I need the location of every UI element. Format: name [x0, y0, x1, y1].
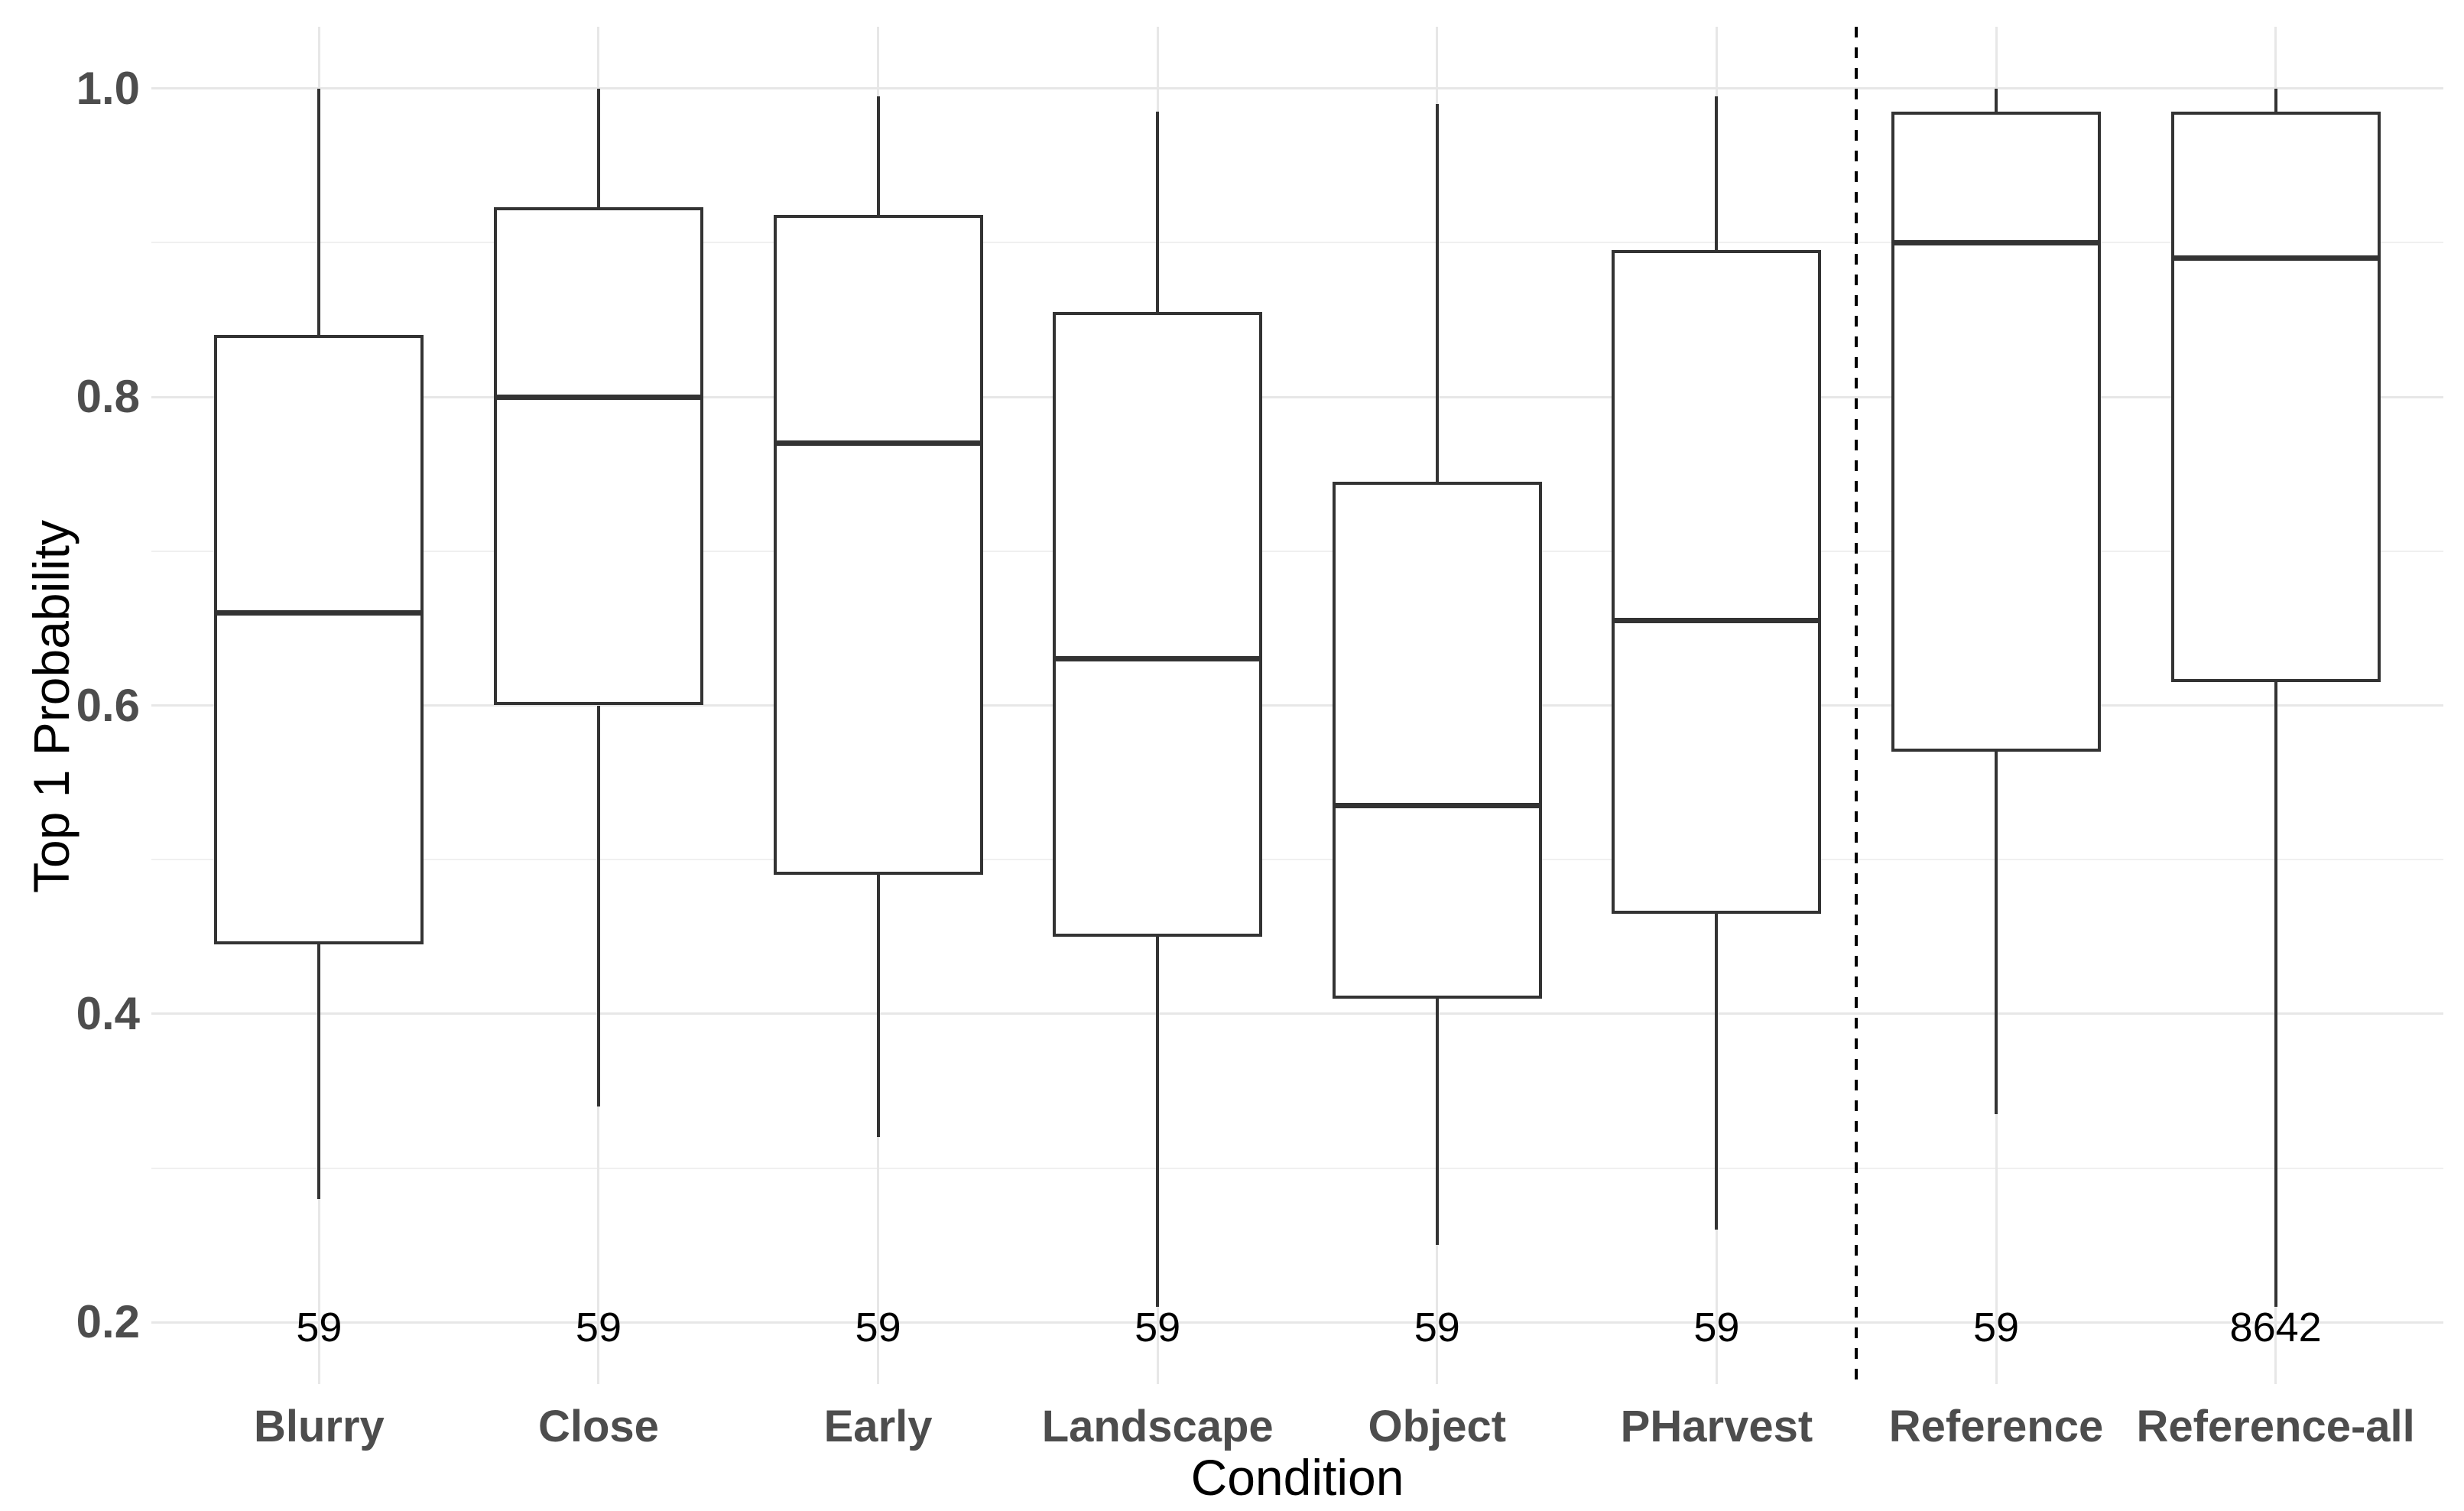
whisker-lower [1715, 913, 1719, 1230]
count-label: 59 [575, 1305, 622, 1351]
category-label: Object [1368, 1402, 1507, 1451]
category-label: Landscape [1041, 1402, 1274, 1451]
median-line [775, 440, 981, 447]
whisker-upper [1435, 103, 1439, 483]
plot-panel [151, 27, 2443, 1384]
whisker-lower [596, 705, 600, 1106]
box [2170, 111, 2381, 683]
box [1891, 111, 2102, 752]
whisker-upper [1156, 111, 1160, 313]
whisker-upper [1995, 88, 1998, 112]
y-gridline-major [151, 1012, 2443, 1015]
y-tick-label: 0.6 [76, 679, 140, 731]
median-line [1055, 656, 1261, 662]
y-gridline-minor [151, 859, 2443, 861]
y-gridline-major [151, 704, 2443, 707]
box [1612, 250, 1822, 914]
category-label: Close [537, 1402, 659, 1451]
y-gridline-major [151, 87, 2443, 90]
separator-dashed-line [1855, 27, 1859, 1384]
category-label: Blurry [253, 1402, 385, 1451]
whisker-upper [596, 88, 600, 207]
whisker-lower [2274, 682, 2277, 1308]
whisker-lower [1156, 937, 1160, 1308]
count-label: 59 [1414, 1305, 1460, 1351]
y-tick-label: 0.4 [76, 987, 140, 1039]
whisker-upper [1715, 96, 1719, 251]
x-axis-title: Condition [1190, 1449, 1404, 1506]
category-label: Reference [1888, 1402, 2104, 1451]
whisker-lower [317, 944, 321, 1199]
box [773, 215, 983, 876]
y-tick-label: 1.0 [76, 62, 140, 114]
y-gridline-minor [151, 550, 2443, 552]
median-line [1614, 618, 1820, 624]
whisker-lower [1435, 998, 1439, 1246]
median-line [1334, 803, 1540, 809]
box [493, 206, 703, 706]
median-line [2173, 255, 2378, 262]
count-label: 59 [296, 1305, 342, 1351]
count-label: 8642 [2229, 1305, 2322, 1351]
whisker-lower [876, 875, 880, 1138]
y-gridline-major [151, 395, 2443, 398]
y-tick-label: 0.2 [76, 1296, 140, 1348]
count-label: 59 [1693, 1305, 1740, 1351]
whisker-upper [876, 96, 880, 216]
category-label: Reference-all [2136, 1402, 2415, 1451]
count-label: 59 [1972, 1305, 2020, 1351]
y-gridline-minor [151, 242, 2443, 244]
whisker-upper [317, 88, 321, 336]
count-label: 59 [1135, 1305, 1181, 1351]
median-line [1894, 239, 2099, 245]
y-gridline-minor [151, 1167, 2443, 1169]
category-label: Early [823, 1402, 933, 1451]
median-line [216, 609, 422, 616]
count-label: 59 [855, 1305, 901, 1351]
whisker-lower [1995, 752, 1998, 1114]
box [1053, 312, 1263, 937]
category-label: PHarvest [1620, 1402, 1813, 1451]
box [1332, 482, 1542, 999]
median-line [495, 394, 701, 400]
y-tick-label: 0.8 [76, 371, 140, 423]
whisker-upper [2274, 88, 2277, 112]
y-gridline-major [151, 1321, 2443, 1324]
box [214, 335, 424, 945]
